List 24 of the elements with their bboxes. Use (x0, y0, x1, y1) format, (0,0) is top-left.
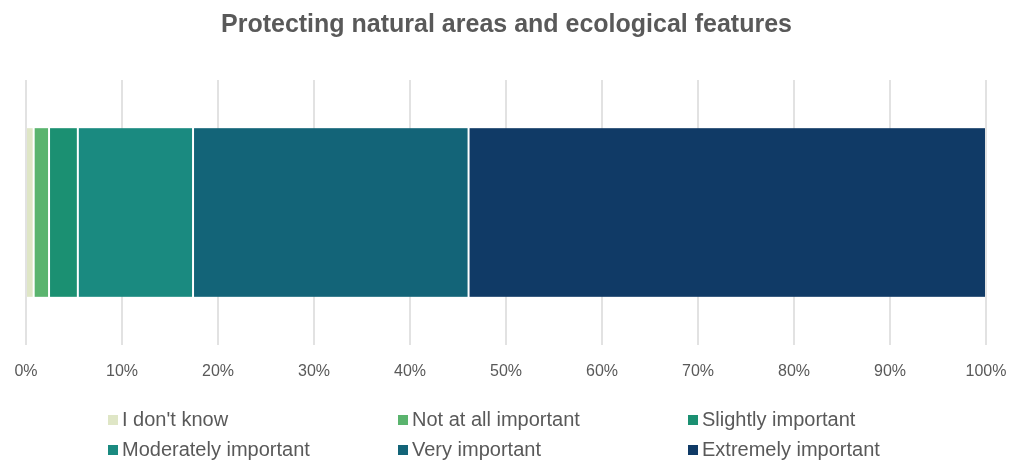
x-tick-label: 100% (965, 362, 1007, 379)
x-tick-label: 40% (393, 362, 427, 379)
x-tick-label: 80% (777, 362, 811, 379)
bar (469, 128, 985, 297)
x-tick-label: 20% (201, 362, 235, 379)
bar (27, 128, 33, 297)
x-tick-label: 50% (489, 362, 523, 379)
legend-label: Moderately important (122, 438, 311, 460)
bar (34, 128, 49, 297)
chart-title: Protecting natural areas and ecological features (220, 9, 793, 37)
legend-label: Extremely important (702, 438, 881, 460)
x-tick-label: 10% (105, 362, 139, 379)
x-tick-label: 90% (873, 362, 907, 379)
x-tick-label: 70% (681, 362, 715, 379)
legend-label: Very important (412, 438, 542, 460)
x-tick-label: 30% (297, 362, 331, 379)
legend-label: Slightly important (702, 408, 856, 430)
bar (194, 128, 468, 297)
x-tick-label: 60% (585, 362, 619, 379)
x-tick-label: 0% (14, 362, 38, 379)
bar (50, 128, 77, 297)
bar (78, 128, 193, 297)
legend-label: I don't know (122, 408, 229, 430)
legend-label: Not at all important (412, 408, 581, 430)
